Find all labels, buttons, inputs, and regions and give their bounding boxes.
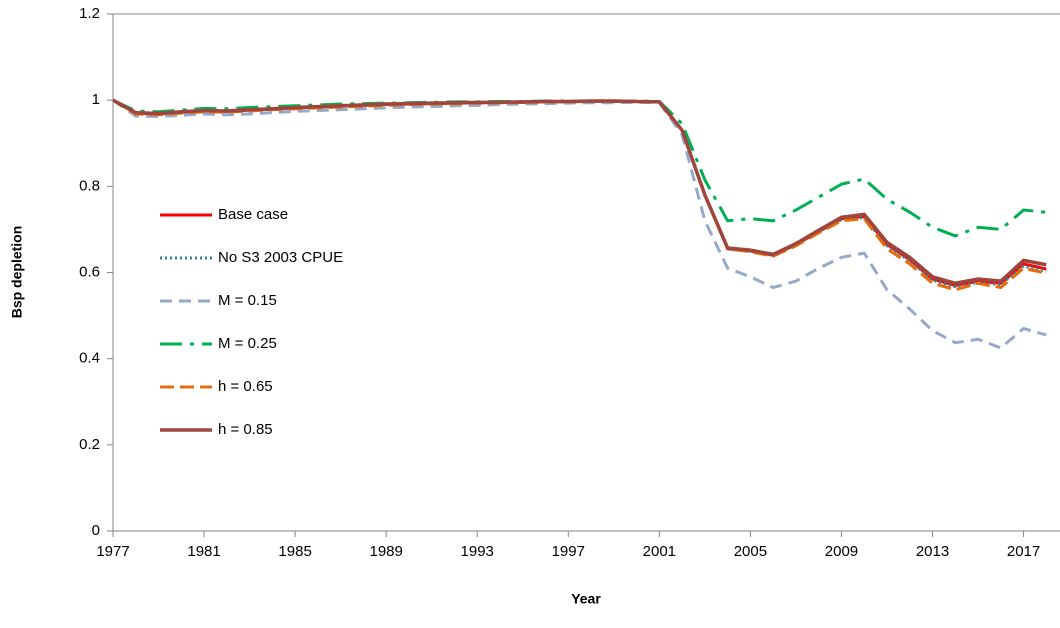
y-tick-label: 0.4: [79, 350, 100, 367]
x-tick-label: 1985: [278, 543, 311, 560]
y-axis-title: Bsp depletion: [9, 226, 25, 319]
legend-label: h = 0.85: [218, 421, 273, 438]
x-tick-label: 2009: [825, 543, 858, 560]
x-tick-label: 1981: [187, 543, 220, 560]
x-tick-label: 2001: [643, 543, 676, 560]
legend-label: M = 0.25: [218, 335, 277, 352]
x-tick-label: 2005: [734, 543, 767, 560]
y-tick-label: 0: [92, 522, 100, 539]
y-tick-label: 0.2: [79, 436, 100, 453]
x-tick-label: 1989: [369, 543, 402, 560]
legend-label: M = 0.15: [218, 292, 277, 309]
x-tick-label: 1977: [96, 543, 129, 560]
y-tick-label: 0.6: [79, 263, 100, 280]
y-tick-label: 1.2: [79, 5, 100, 22]
x-tick-label: 1997: [552, 543, 585, 560]
series-line: [113, 98, 1047, 350]
x-tick-label: 2013: [916, 543, 949, 560]
legend-label: h = 0.65: [218, 378, 273, 395]
x-tick-label: 1993: [461, 543, 494, 560]
y-tick-label: 1: [92, 91, 100, 108]
y-tick-label: 0.8: [79, 177, 100, 194]
series-line: [113, 98, 1047, 286]
legend-label: Base case: [218, 206, 288, 223]
x-tick-label: 2017: [1007, 543, 1040, 560]
x-axis-title: Year: [571, 591, 601, 607]
legend-label: No S3 2003 CPUE: [218, 249, 343, 266]
